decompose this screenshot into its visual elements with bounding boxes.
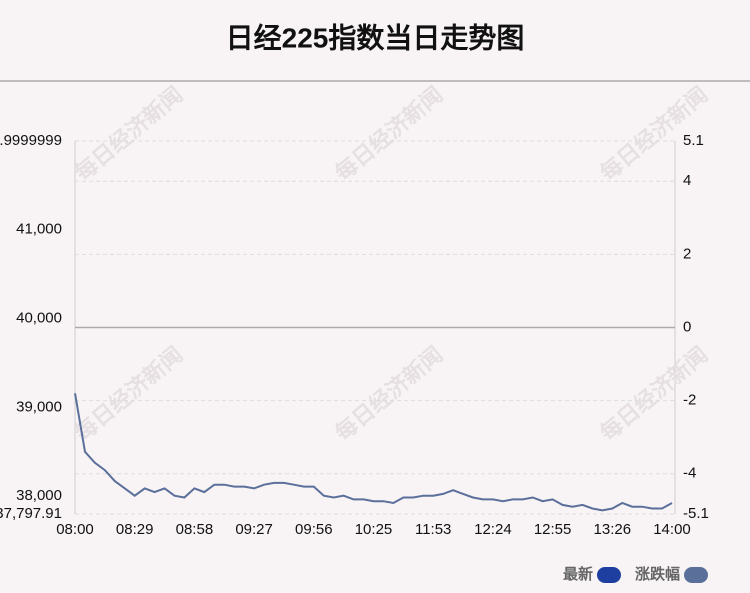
watermark: 每日经济新闻 — [70, 82, 187, 186]
data-line — [74, 393, 673, 512]
legend-label[interactable]: 最新 — [563, 565, 593, 583]
y-tick-label: 37,797.91 — [0, 505, 62, 522]
watermark: 每日经济新闻 — [330, 82, 447, 186]
x-tick-label: 11:53 — [415, 521, 451, 538]
x-tick-label: 09:56 — [295, 521, 333, 538]
x-tick-label: 08:00 — [56, 521, 94, 538]
x-tick-label: 08:58 — [176, 521, 214, 538]
y-tick-label: 40,000 — [16, 309, 62, 326]
y2-tick-label: 0 — [683, 318, 691, 335]
watermark: 每日经济新闻 — [330, 342, 447, 446]
chart-title: 日经225指数当日走势图 — [226, 21, 525, 53]
x-tick-label: 14:00 — [653, 521, 691, 538]
y-tick-label: 41,999.9999999 — [0, 132, 62, 149]
legend-label[interactable]: 涨跌幅 — [635, 565, 680, 583]
y2-tick-label: -4 — [683, 465, 696, 482]
x-tick-label: 12:24 — [474, 521, 512, 538]
legend-swatch[interactable] — [596, 567, 621, 583]
x-tick-label: 08:29 — [116, 521, 154, 538]
y-tick-label: 39,000 — [16, 398, 62, 415]
y-tick-label: 38,000 — [16, 487, 62, 504]
x-tick-label: 10:25 — [355, 521, 393, 538]
x-tick-label: 09:27 — [235, 521, 273, 538]
y2-tick-label: -5.1 — [683, 505, 709, 522]
watermark: 每日经济新闻 — [70, 342, 187, 446]
y2-tick-label: -2 — [683, 392, 696, 409]
y2-tick-label: 5.1 — [683, 132, 704, 149]
x-tick-label: 12:55 — [534, 521, 572, 538]
legend-swatch[interactable] — [684, 567, 708, 583]
y2-tick-label: 4 — [683, 172, 691, 189]
y-tick-label: 41,000 — [16, 221, 62, 238]
x-tick-label: 13:26 — [594, 521, 632, 538]
y2-tick-label: 2 — [683, 245, 691, 262]
